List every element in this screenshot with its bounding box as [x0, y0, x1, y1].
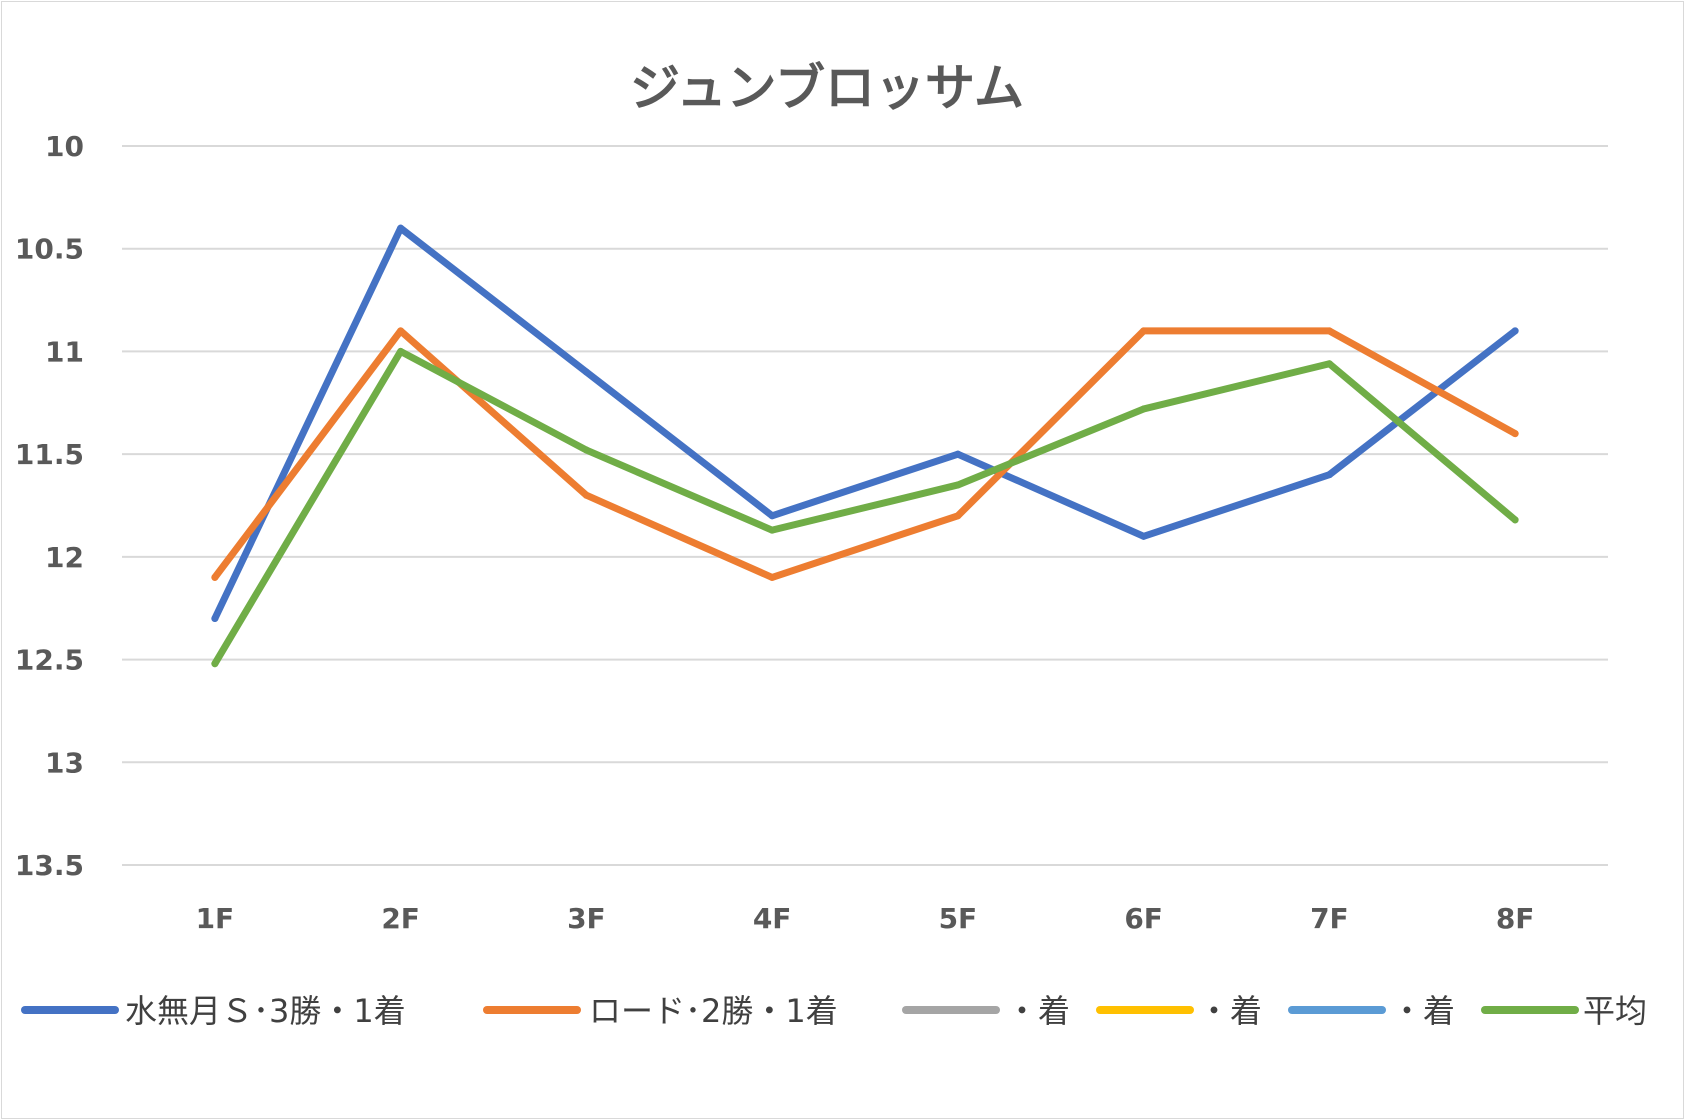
series-lines: [211, 224, 1519, 668]
data-point: [1325, 471, 1333, 479]
y-tick-label: 13: [45, 746, 84, 779]
data-point: [1325, 327, 1333, 335]
legend-label: ロード･2勝・1着: [589, 992, 838, 1030]
legend-item: ロード･2勝・1着: [483, 992, 838, 1030]
data-point: [397, 327, 405, 335]
legend-item: 水無月Ｓ･3勝・1着: [21, 992, 406, 1030]
data-point: [1511, 516, 1519, 524]
data-point: [397, 347, 405, 355]
legend-item: ・着: [902, 992, 1070, 1030]
data-point: [582, 446, 590, 454]
data-point: [954, 450, 962, 458]
x-tick-label: 4F: [753, 902, 792, 935]
y-tick-label: 10: [45, 130, 84, 163]
gridlines: [122, 145, 1608, 866]
data-point: [1511, 430, 1519, 438]
legend-label: ・着: [1006, 992, 1070, 1030]
x-axis-ticks: 1F 2F 3F 4F 5F 6F 7F 8F: [196, 902, 1535, 935]
x-tick-label: 8F: [1496, 902, 1535, 935]
legend-label: ・着: [1198, 992, 1262, 1030]
legend: 水無月Ｓ･3勝・1着 ロード･2勝・1着 ・着 ・着 ・着 平均: [21, 992, 1647, 1030]
y-tick-label: 10.5: [15, 233, 84, 266]
x-tick-label: 6F: [1124, 902, 1163, 935]
legend-label: 水無月Ｓ･3勝・1着: [125, 992, 406, 1030]
data-point: [397, 224, 405, 232]
series-line-0: [211, 224, 1519, 622]
data-point: [1325, 360, 1333, 368]
legend-label: 平均: [1583, 992, 1647, 1030]
data-point: [768, 573, 776, 581]
series-line-1: [211, 327, 1519, 581]
data-point: [582, 368, 590, 376]
x-tick-label: 2F: [381, 902, 420, 935]
data-point: [1511, 327, 1519, 335]
y-tick-label: 12: [45, 541, 84, 574]
x-tick-label: 1F: [196, 902, 235, 935]
x-tick-label: 5F: [939, 902, 978, 935]
data-point: [582, 491, 590, 499]
data-point: [768, 512, 776, 520]
y-tick-label: 11.5: [15, 438, 84, 471]
data-point: [954, 481, 962, 489]
data-point: [768, 526, 776, 534]
chart-title: ジュンブロッサム: [630, 59, 1024, 117]
data-point: [954, 512, 962, 520]
data-point: [1140, 532, 1148, 540]
data-point: [1140, 327, 1148, 335]
legend-label: ・着: [1391, 992, 1455, 1030]
y-tick-label: 12.5: [15, 644, 84, 677]
data-point: [211, 660, 219, 668]
series-line-5: [211, 347, 1519, 668]
legend-item: ・着: [1288, 992, 1455, 1030]
y-axis-ticks: 10 10.5 11 11.5 12 12.5 13 13.5: [15, 130, 84, 882]
y-tick-label: 13.5: [15, 849, 84, 882]
data-point: [211, 614, 219, 622]
legend-item: ・着: [1096, 992, 1262, 1030]
data-point: [211, 573, 219, 581]
legend-item: 平均: [1481, 992, 1647, 1030]
x-tick-label: 3F: [567, 902, 606, 935]
data-point: [1140, 405, 1148, 413]
x-tick-label: 7F: [1310, 902, 1349, 935]
y-tick-label: 11: [45, 335, 84, 368]
